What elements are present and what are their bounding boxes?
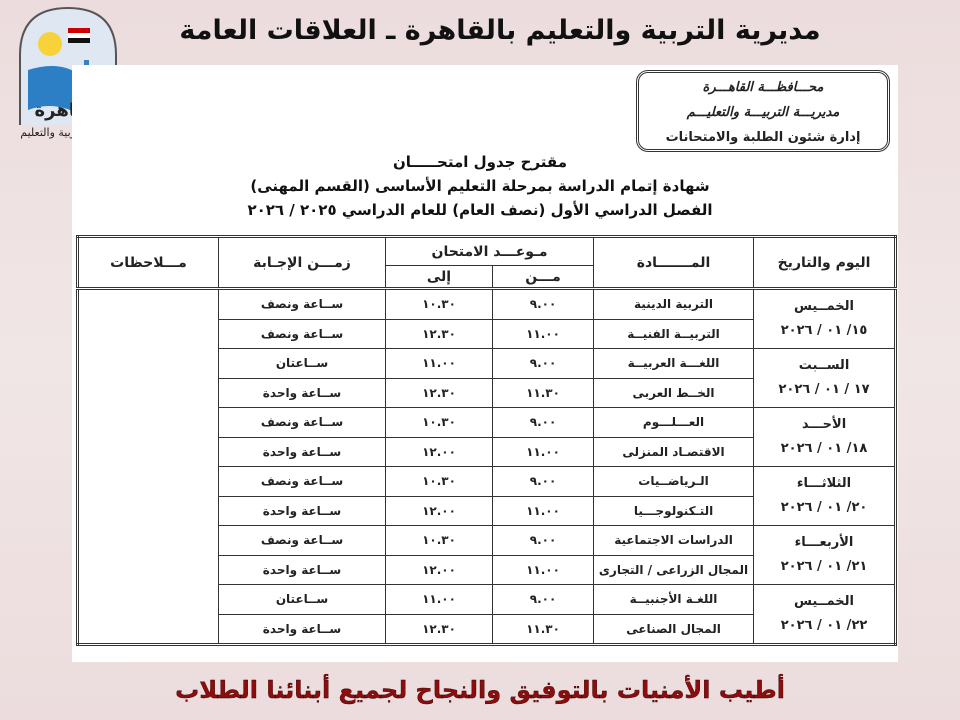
table-row: التربيــة الفنيــة ١١.٠٠ ١٢.٣٠ ســاعة ونصف	[78, 318, 896, 349]
banner-title: مديرية التربية والتعليم بالقاهرة ـ العلا…	[179, 15, 821, 96]
day-name: الأربعـــاء	[794, 535, 854, 550]
duration-cell: ســاعة ونصف	[218, 287, 386, 320]
from-cell: ١١.٠٠	[492, 436, 595, 467]
day-date-cell: الثلاثـــاء ٢٠/ ٠١ / ٢٠٢٦	[753, 466, 897, 526]
from-cell: ٩.٠٠	[492, 466, 595, 497]
day-name: الخمــيس	[794, 594, 855, 609]
date: ٢٢/ ٠١ / ٢٠٢٦	[780, 618, 868, 633]
table-row: الخــط العربى ١١.٣٠ ١٢.٣٠ ســاعة واحدة	[78, 377, 896, 408]
date: ٢١/ ٠١ / ٢٠٢٦	[780, 559, 868, 574]
to-cell: ١٠.٣٠	[384, 466, 494, 497]
duration-cell: ســاعة ونصف	[218, 318, 386, 349]
from-cell: ١١.٣٠	[492, 613, 595, 645]
to-cell: ١٢.٠٠	[384, 495, 494, 526]
from-cell: ١١.٠٠	[492, 554, 595, 585]
duration-cell: ســاعة واحدة	[218, 495, 386, 526]
header-from: مـــن	[492, 265, 595, 289]
to-cell: ١٢.٣٠	[384, 613, 494, 645]
from-cell: ١١.٠٠	[492, 495, 595, 526]
letterhead-line: محـــافظـــة القاهـــرة	[702, 80, 824, 95]
duration-cell: ســاعة واحدة	[218, 377, 386, 408]
from-cell: ٩.٠٠	[492, 584, 595, 615]
to-cell: ١٠.٣٠	[384, 407, 494, 438]
to-cell: ١٢.٠٠	[384, 554, 494, 585]
to-cell: ١٢.٠٠	[384, 436, 494, 467]
to-cell: ١٢.٣٠	[384, 318, 494, 349]
subject-cell: الـرياضــيات	[593, 466, 755, 497]
table-row: المجال الزراعى / التجارى ١١.٠٠ ١٢.٠٠ ســاعة…	[78, 554, 896, 585]
letterhead-line: إدارة شئون الطلبة والامتحانات	[665, 130, 861, 145]
date: ١٥/ ٠١ / ٢٠٢٦	[780, 323, 868, 338]
duration-cell: ســاعة واحدة	[218, 554, 386, 585]
letterhead-box: محـــافظـــة القاهـــرة مديريـــة التربي…	[636, 70, 890, 152]
header-notes: مـــلاحظات	[77, 236, 219, 289]
date: ٢٠/ ٠١ / ٢٠٢٦	[780, 500, 868, 515]
date: ١٨/ ٠١ / ٢٠٢٦	[780, 441, 868, 456]
day-date-cell: الخمــيس ١٥/ ٠١ / ٢٠٢٦	[753, 287, 897, 349]
header-subject: المـــــــادة	[593, 236, 755, 289]
title-line: شهادة إتمام الدراسة بمرحلة التعليم الأسا…	[250, 177, 710, 195]
subject-cell: التربية الدينية	[593, 287, 755, 320]
day-date-cell: الأحـــد ١٨/ ٠١ / ٢٠٢٦	[753, 407, 897, 467]
duration-cell: ســاعتان	[218, 584, 386, 615]
from-cell: ٩.٠٠	[492, 348, 595, 379]
date: ١٧ / ٠١ / ٢٠٢٦	[778, 382, 870, 397]
to-cell: ١٢.٣٠	[384, 377, 494, 408]
day-date-cell: الخمــيس ٢٢/ ٠١ / ٢٠٢٦	[753, 584, 897, 645]
document-titles: مقترح جدول امتحـــــان شهادة إتمام الدرا…	[200, 150, 760, 222]
subject-cell: التـكنولوجـــيا	[593, 495, 755, 526]
footer-message: أطيب الأمنيات بالتوفيق والنجاح لجميع أبن…	[175, 676, 785, 704]
day-date-cell: الســبت ١٧ / ٠١ / ٢٠٢٦	[753, 348, 897, 408]
subject-cell: المجال الزراعى / التجارى	[593, 554, 755, 585]
subject-cell: التربيــة الفنيــة	[593, 318, 755, 349]
subject-cell: الاقتصـاد المنزلى	[593, 436, 755, 467]
subject-cell: المجال الصناعى	[593, 613, 755, 645]
to-cell: ١١.٠٠	[384, 348, 494, 379]
day-date-cell: الأربعـــاء ٢١/ ٠١ / ٢٠٢٦	[753, 525, 897, 585]
table-row: الأربعـــاء ٢١/ ٠١ / ٢٠٢٦ الدراسات الاجتما…	[78, 525, 897, 585]
exam-schedule-table: اليوم والتاريخ المـــــــادة مـوعـــد ال…	[76, 235, 898, 646]
subject-cell: اللغـــة العربيــة	[593, 348, 755, 379]
subject-cell: اللغـة الأجنبيــة	[593, 584, 755, 615]
day-name: الثلاثـــاء	[796, 476, 852, 491]
from-cell: ٩.٠٠	[492, 525, 595, 556]
from-cell: ٩.٠٠	[492, 407, 595, 438]
table-row: الخمــيس ٢٢/ ٠١ / ٢٠٢٦ اللغـة الأجنبيــة ٩.…	[78, 584, 897, 645]
table-row: التـكنولوجـــيا ١١.٠٠ ١٢.٠٠ ســاعة واحدة	[78, 495, 896, 526]
table-row: الخمــيس ١٥/ ٠١ / ٢٠٢٦ التربية الدينية ٩.٠٠…	[77, 287, 897, 645]
header-exam-time: مـوعـــد الامتحان	[384, 236, 595, 266]
duration-cell: ســاعة ونصف	[218, 525, 386, 556]
header-to: إلى	[384, 265, 494, 289]
duration-cell: ســاعة واحدة	[218, 436, 386, 467]
subject-cell: العـــلـــوم	[593, 407, 755, 438]
subject-cell: الدراسات الاجتماعية	[593, 525, 755, 556]
notes-cell	[77, 287, 219, 645]
to-cell: ١١.٠٠	[384, 584, 494, 615]
table-row: المجال الصناعى ١١.٣٠ ١٢.٣٠ ســاعة واحدة	[78, 613, 896, 645]
title-line: مقترح جدول امتحـــــان	[392, 153, 568, 171]
header-duration: زمـــن الإجـابة	[218, 236, 386, 289]
subject-cell: الخــط العربى	[593, 377, 755, 408]
header-day-date: اليوم والتاريخ	[753, 236, 897, 289]
title-line: الفصل الدراسي الأول (نصف العام) للعام ال…	[247, 201, 713, 219]
to-cell: ١٠.٣٠	[384, 287, 494, 320]
day-name: الســبت	[798, 358, 850, 373]
duration-cell: ســاعة ونصف	[218, 407, 386, 438]
duration-cell: ســاعة واحدة	[218, 613, 386, 645]
from-cell: ١١.٣٠	[492, 377, 595, 408]
table-row: الاقتصـاد المنزلى ١١.٠٠ ١٢.٠٠ ســاعة واحدة	[78, 436, 896, 467]
day-name: الخمــيس	[794, 299, 855, 314]
to-cell: ١٠.٣٠	[384, 525, 494, 556]
day-name: الأحـــد	[801, 417, 847, 432]
from-cell: ١١.٠٠	[492, 318, 595, 349]
letterhead-line: مديريـــة التربيـــة والتعليـــم	[686, 105, 840, 120]
from-cell: ٩.٠٠	[492, 287, 595, 320]
duration-cell: ســاعة ونصف	[218, 466, 386, 497]
table-row: الأحـــد ١٨/ ٠١ / ٢٠٢٦ العـــلـــوم ٩.٠٠ ١٠.…	[78, 407, 897, 467]
table-row: الثلاثـــاء ٢٠/ ٠١ / ٢٠٢٦ الـرياضــيات ٩.٠٠…	[78, 466, 897, 526]
duration-cell: ســاعتان	[218, 348, 386, 379]
